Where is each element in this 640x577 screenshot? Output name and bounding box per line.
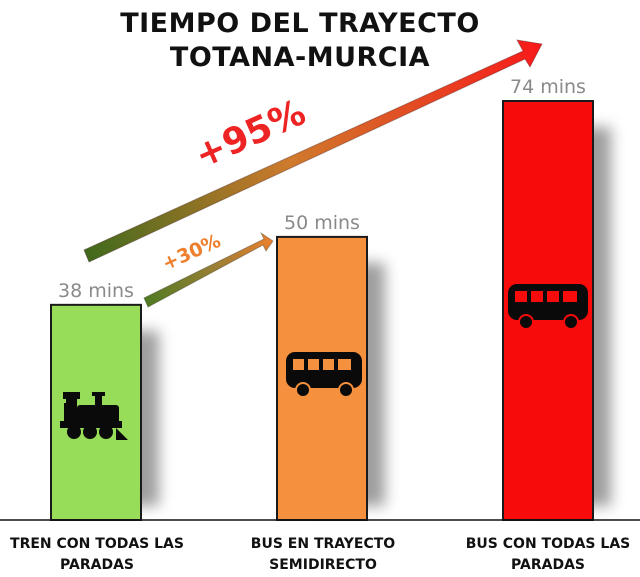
value-label-bus-todas: 74 mins xyxy=(510,76,586,98)
category-label-tren-line-1: TREN CON TODAS LAS xyxy=(10,536,184,552)
value-label-tren: 38 mins xyxy=(58,280,134,302)
category-label-bus-todas-line-2: PARADAS xyxy=(511,557,585,573)
chart-title-line-2: TOTANA-MURCIA xyxy=(169,42,431,73)
value-label-bus-semidirecto: 50 mins xyxy=(284,212,360,234)
category-label-bus-todas-line-1: BUS CON TODAS LAS xyxy=(465,536,631,552)
growth-arrow-95 xyxy=(83,39,543,263)
category-label-bus-semidirecto: BUS EN TRAYECTO SEMIDIRECTO xyxy=(218,534,428,576)
category-label-tren: TREN CON TODAS LAS PARADAS xyxy=(0,534,202,576)
category-label-bus-semidirecto-line-1: BUS EN TRAYECTO xyxy=(250,536,396,552)
category-label-bus-todas: BUS CON TODAS LAS PARADAS xyxy=(443,534,640,576)
bus-icon xyxy=(286,352,362,398)
train-icon xyxy=(60,392,128,440)
category-label-bus-semidirecto-line-2: SEMIDIRECTO xyxy=(269,557,377,573)
growth-arrow-30 xyxy=(143,231,274,308)
bus-icon xyxy=(508,284,588,330)
category-label-tren-line-2: PARADAS xyxy=(60,557,134,573)
chart-title-line-1: TIEMPO DEL TRAYECTO xyxy=(120,8,480,39)
